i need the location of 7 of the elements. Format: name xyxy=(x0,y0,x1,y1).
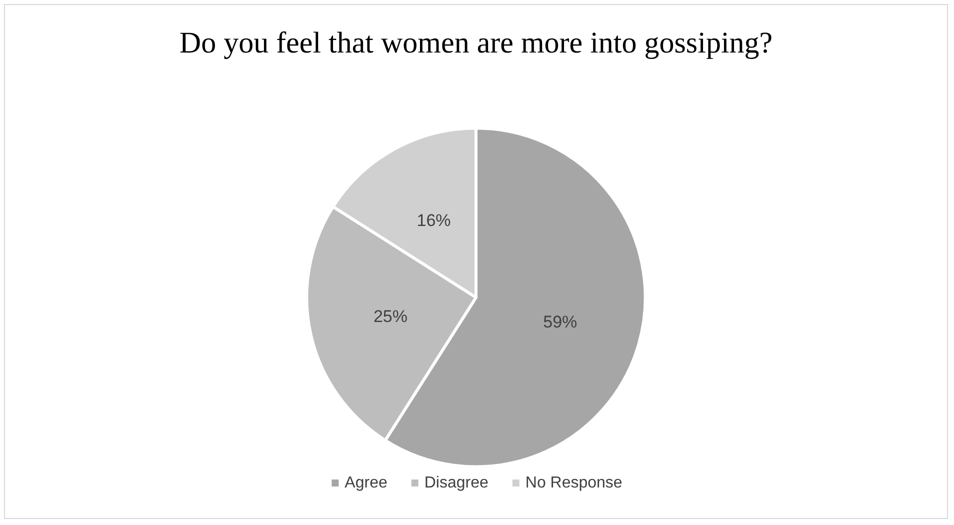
data-label: 59% xyxy=(543,312,578,332)
legend-label: Disagree xyxy=(424,474,488,492)
chart-title: Do you feel that women are more into gossiping? xyxy=(179,26,773,60)
data-label: 16% xyxy=(416,211,451,230)
data-label: 25% xyxy=(373,307,408,326)
legend-label: No Response xyxy=(525,474,622,492)
legend-label: Agree xyxy=(344,474,388,492)
